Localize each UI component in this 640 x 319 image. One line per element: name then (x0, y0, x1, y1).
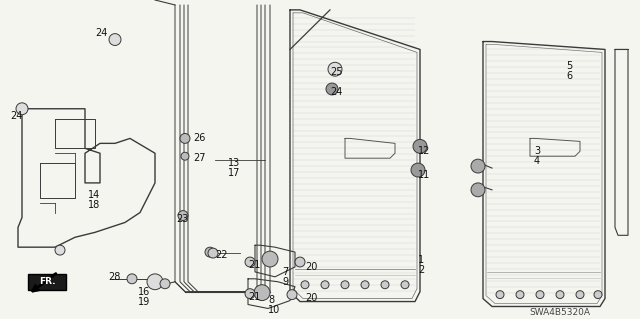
Text: 27: 27 (193, 153, 205, 163)
Circle shape (556, 291, 564, 299)
Circle shape (254, 285, 270, 300)
Text: 7: 7 (282, 267, 288, 277)
Text: 24: 24 (10, 111, 22, 121)
Text: 24: 24 (330, 87, 342, 97)
Circle shape (594, 291, 602, 299)
Text: FR.: FR. (39, 277, 55, 286)
Circle shape (16, 103, 28, 115)
Text: 24: 24 (95, 28, 108, 38)
Circle shape (180, 133, 190, 143)
Circle shape (496, 291, 504, 299)
Circle shape (181, 152, 189, 160)
Circle shape (413, 139, 427, 153)
Text: 14: 14 (88, 190, 100, 200)
Circle shape (208, 248, 218, 258)
Circle shape (178, 211, 188, 220)
Text: SWA4B5320A: SWA4B5320A (529, 308, 591, 317)
Text: 5: 5 (566, 61, 572, 71)
Circle shape (127, 274, 137, 284)
Circle shape (401, 281, 409, 289)
FancyBboxPatch shape (28, 274, 66, 290)
Circle shape (471, 183, 485, 197)
Circle shape (516, 291, 524, 299)
Text: 2: 2 (418, 265, 424, 275)
Text: 6: 6 (566, 71, 572, 81)
Circle shape (536, 291, 544, 299)
Circle shape (326, 83, 338, 95)
Text: 25: 25 (330, 67, 342, 77)
Text: 10: 10 (268, 305, 280, 315)
Text: 20: 20 (305, 262, 317, 272)
Text: 26: 26 (193, 133, 205, 144)
Text: 4: 4 (534, 156, 540, 166)
Text: 20: 20 (305, 293, 317, 303)
Text: 17: 17 (228, 168, 241, 178)
Text: 16: 16 (138, 287, 150, 297)
Circle shape (287, 290, 297, 300)
Circle shape (295, 257, 305, 267)
Text: 1: 1 (418, 255, 424, 265)
Circle shape (328, 62, 342, 76)
Text: 23: 23 (176, 213, 188, 224)
Text: 18: 18 (88, 200, 100, 210)
Circle shape (321, 281, 329, 289)
Circle shape (245, 257, 255, 267)
Circle shape (55, 245, 65, 255)
Text: 11: 11 (418, 170, 430, 180)
Circle shape (471, 159, 485, 173)
Circle shape (205, 247, 215, 257)
Text: 21: 21 (248, 292, 260, 302)
Circle shape (301, 281, 309, 289)
Text: 12: 12 (418, 146, 430, 156)
Text: 21: 21 (248, 260, 260, 270)
Circle shape (576, 291, 584, 299)
Circle shape (262, 251, 278, 267)
Circle shape (411, 163, 425, 177)
Text: 13: 13 (228, 158, 240, 168)
Text: 9: 9 (282, 277, 288, 287)
Circle shape (245, 289, 255, 299)
Text: 28: 28 (108, 272, 120, 282)
Circle shape (160, 279, 170, 289)
Circle shape (147, 274, 163, 290)
Circle shape (381, 281, 389, 289)
Text: 22: 22 (215, 250, 227, 260)
Text: 8: 8 (268, 295, 274, 305)
Text: 19: 19 (138, 297, 150, 307)
Circle shape (341, 281, 349, 289)
Text: 3: 3 (534, 146, 540, 156)
Circle shape (109, 33, 121, 46)
Circle shape (361, 281, 369, 289)
